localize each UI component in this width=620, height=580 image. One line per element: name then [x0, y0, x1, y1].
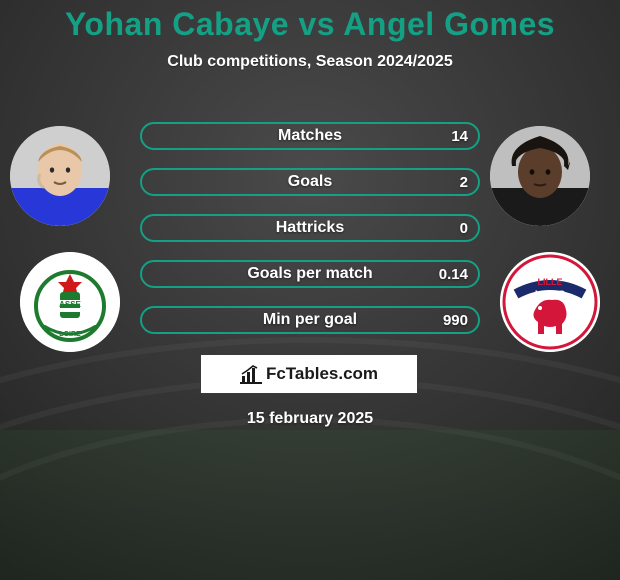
stat-value: 2	[460, 174, 468, 191]
stat-value: 14	[451, 128, 468, 145]
stat-label: Min per goal	[142, 311, 478, 329]
stat-label: Goals	[142, 173, 478, 191]
svg-text:LILLE: LILLE	[538, 277, 563, 287]
stat-row: Min per goal990	[140, 306, 480, 334]
date-text: 15 february 2025	[0, 410, 620, 428]
brand-text: FcTables.com	[266, 364, 378, 384]
club-right-badge: LILLE LOSC	[500, 252, 600, 352]
stat-value: 990	[443, 312, 468, 329]
club-left-badge: ASSE LOIRE	[20, 252, 120, 352]
svg-text:ASSE: ASSE	[59, 300, 81, 309]
page-title: Yohan Cabaye vs Angel Gomes	[0, 6, 620, 43]
subtitle: Club competitions, Season 2024/2025	[0, 53, 620, 71]
stat-label: Hattricks	[142, 219, 478, 237]
stats-block: Matches14 Goals2 Hattricks0 Goals per match…	[140, 122, 480, 352]
stat-value: 0.14	[439, 266, 468, 283]
stat-row: Matches14	[140, 122, 480, 150]
player-left-avatar	[10, 126, 110, 226]
brand-box: FcTables.com	[200, 354, 418, 394]
stat-value: 0	[460, 220, 468, 237]
svg-text:LOIRE: LOIRE	[59, 331, 81, 338]
stat-label: Goals per match	[142, 265, 478, 283]
stat-label: Matches	[142, 127, 478, 145]
svg-text:LOSC: LOSC	[535, 289, 566, 301]
brand-chart-icon	[240, 364, 262, 384]
player-right-avatar	[490, 126, 590, 226]
stat-row: Hattricks0	[140, 214, 480, 242]
stat-row: Goals per match0.14	[140, 260, 480, 288]
stat-row: Goals2	[140, 168, 480, 196]
